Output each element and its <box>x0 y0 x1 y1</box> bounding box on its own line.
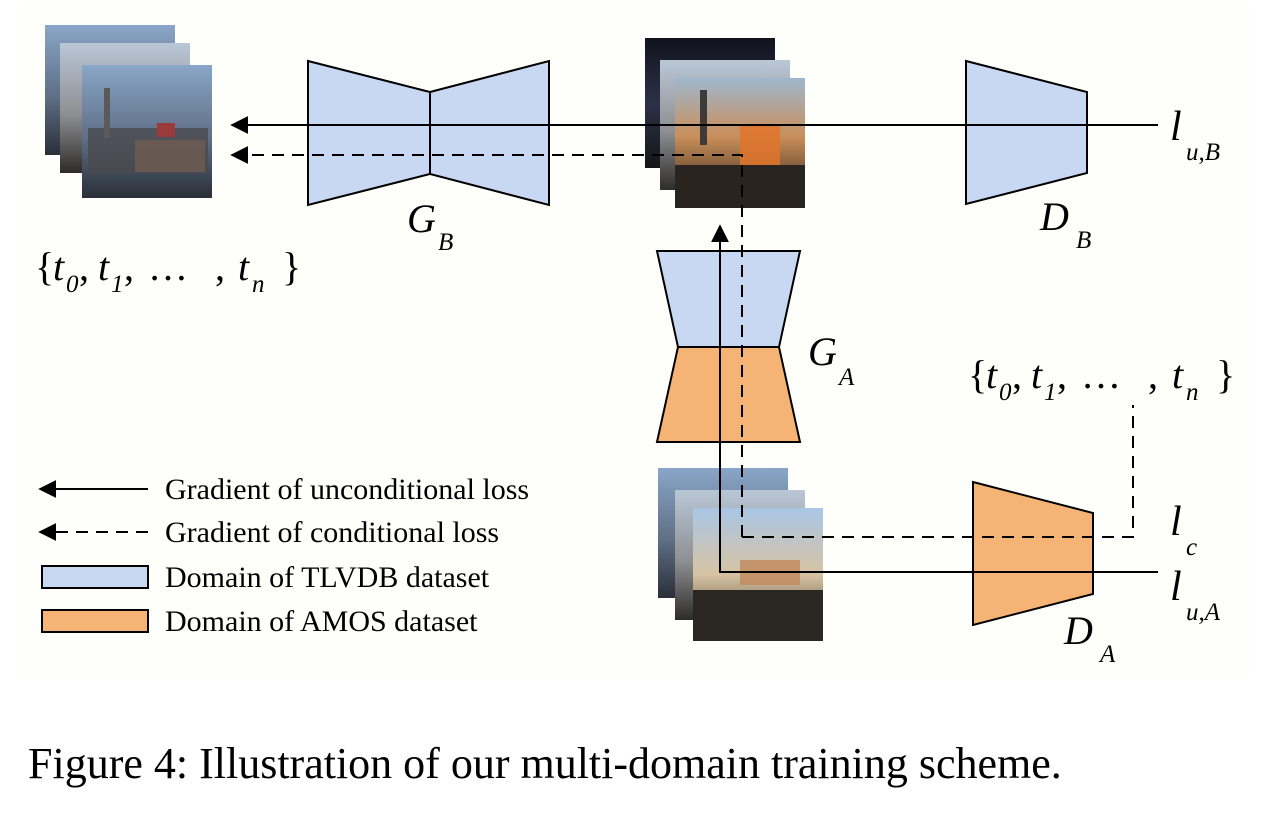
svg-text:}: } <box>282 244 301 289</box>
legend: Gradient of unconditional loss Gradient … <box>38 473 529 638</box>
svg-text:n: n <box>1186 379 1199 406</box>
svg-text:D: D <box>1039 194 1069 239</box>
svg-text:l: l <box>1170 499 1182 545</box>
svg-text:l: l <box>1170 104 1182 150</box>
cond-loss-line <box>742 405 1134 538</box>
legend-tlvdb-label: Domain of TLVDB dataset <box>165 561 490 594</box>
legend-amos-swatch <box>41 609 149 633</box>
label-db: D B <box>1039 194 1091 254</box>
svg-text:G: G <box>407 196 436 241</box>
svg-text:0: 0 <box>66 271 79 298</box>
svg-text:,: , <box>215 244 225 289</box>
output-image-stack <box>45 25 212 198</box>
legend-uncond-label: Gradient of unconditional loss <box>165 473 529 506</box>
generator-ga-shape <box>655 250 802 443</box>
svg-text:,: , <box>1057 352 1067 397</box>
label-ga: G A <box>808 329 855 391</box>
svg-text:t: t <box>1031 352 1043 397</box>
figure-caption: Figure 4: Illustration of our multi-doma… <box>28 739 1062 788</box>
svg-text:1: 1 <box>1044 379 1057 406</box>
svg-text:,: , <box>124 244 134 289</box>
svg-text:B: B <box>1076 227 1091 254</box>
loss-lc: l c <box>1170 499 1197 561</box>
cond-gradient-arrow-b <box>230 146 743 537</box>
center-image-stack <box>645 38 805 208</box>
time-set-right: { t 0 , t 1 , … , t n } <box>968 352 1235 406</box>
loss-lua: l u,A <box>1170 564 1221 626</box>
svg-text:,: , <box>79 244 89 289</box>
legend-amos-label: Domain of AMOS dataset <box>165 605 478 638</box>
svg-text:u,B: u,B <box>1186 139 1220 166</box>
svg-text:0: 0 <box>999 379 1012 406</box>
legend-tlvdb-swatch <box>41 565 149 589</box>
svg-text:{: { <box>968 352 987 397</box>
svg-text:l: l <box>1170 564 1182 610</box>
svg-text:t: t <box>1172 352 1184 397</box>
svg-text:c: c <box>1186 534 1197 561</box>
svg-text:n: n <box>252 271 265 298</box>
svg-text:t: t <box>53 244 65 289</box>
svg-text:t: t <box>98 244 110 289</box>
svg-text:u,A: u,A <box>1186 599 1221 626</box>
time-set-top-left: { t 0 , t 1 , … , t n } <box>35 244 301 298</box>
legend-cond-label: Gradient of conditional loss <box>165 516 499 549</box>
generator-gb-shape <box>307 59 550 207</box>
svg-text:D: D <box>1063 608 1093 653</box>
svg-text:…: … <box>1081 352 1121 397</box>
discriminator-db-shape <box>965 59 1088 206</box>
svg-text:,: , <box>1012 352 1022 397</box>
svg-text:{: { <box>35 244 54 289</box>
svg-text:A: A <box>1098 641 1116 668</box>
uncond-gradient-arrow-a <box>711 224 1158 573</box>
svg-text:}: } <box>1216 352 1235 397</box>
svg-text:G: G <box>808 329 837 374</box>
discriminator-da-shape <box>972 480 1094 627</box>
label-da: D A <box>1063 608 1116 668</box>
label-gb: G B <box>407 196 453 256</box>
svg-text:,: , <box>1148 352 1158 397</box>
svg-text:t: t <box>238 244 250 289</box>
input-image-stack <box>658 468 823 641</box>
svg-text:…: … <box>148 244 188 289</box>
svg-text:t: t <box>986 352 998 397</box>
svg-text:B: B <box>438 229 453 256</box>
svg-text:A: A <box>837 364 855 391</box>
svg-text:1: 1 <box>111 271 124 298</box>
loss-lub: l u,B <box>1170 104 1220 166</box>
